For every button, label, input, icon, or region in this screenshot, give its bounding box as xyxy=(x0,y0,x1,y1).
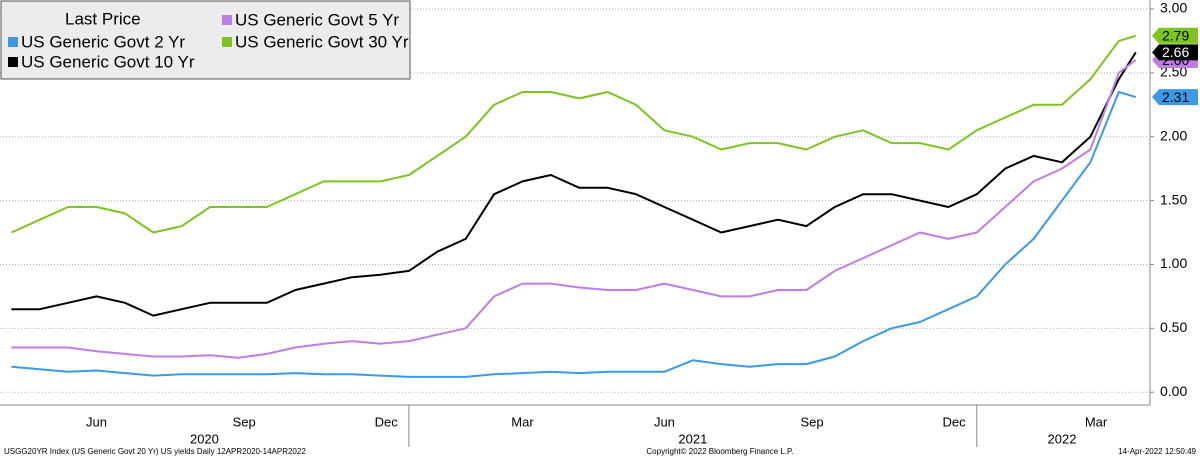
y-tick-label: 1.50 xyxy=(1160,191,1187,207)
x-tick-label: Mar xyxy=(1085,414,1108,429)
x-tick-label: Sep xyxy=(233,414,256,429)
series-line xyxy=(11,91,1137,378)
x-year-label: 2020 xyxy=(190,431,219,446)
series-line xyxy=(10,34,1137,234)
value-tag xyxy=(1152,89,1198,106)
legend-label: US Generic Govt 30 Yr xyxy=(235,32,409,51)
legend-label: US Generic Govt 2 Yr xyxy=(21,32,185,51)
value-tag xyxy=(1152,27,1198,44)
legend-label: US Generic Govt 5 Yr xyxy=(235,10,399,29)
x-tick-label: Mar xyxy=(511,414,534,429)
x-tick-label: Sep xyxy=(801,414,824,429)
footer-center: Copyright© 2022 Bloomberg Finance L.P. xyxy=(646,447,793,456)
footer-left: USGG20YR Index (US Generic Govt 20 Yr) U… xyxy=(4,447,306,456)
y-tick-label: 0.50 xyxy=(1160,319,1187,335)
footer-right: 14-Apr-2022 12:50:49 xyxy=(1118,447,1196,456)
legend-box xyxy=(0,0,411,80)
series-line xyxy=(11,51,1137,317)
legend-swatch xyxy=(222,37,232,47)
y-tick-label: 3.00 xyxy=(1160,0,1187,16)
value-label: 2.79 xyxy=(1162,27,1189,43)
legend-title: Last Price xyxy=(65,9,141,28)
x-tick-label: Dec xyxy=(943,414,967,429)
value-label: 2.66 xyxy=(1162,44,1189,60)
value-tag xyxy=(1152,44,1198,61)
legend-swatch xyxy=(222,15,232,25)
legend-label: US Generic Govt 10 Yr xyxy=(21,52,195,71)
value-label: 2.31 xyxy=(1162,89,1189,105)
x-year-label: 2022 xyxy=(1048,431,1077,446)
y-tick-label: 1.00 xyxy=(1160,255,1187,271)
legend-swatch xyxy=(8,37,18,47)
series-line xyxy=(11,59,1137,359)
y-tick-label: 2.00 xyxy=(1160,127,1187,143)
legend-swatch xyxy=(8,57,18,67)
x-year-label: 2021 xyxy=(678,431,707,446)
x-tick-label: Jun xyxy=(86,414,107,429)
y-tick-label: 0.00 xyxy=(1160,383,1187,399)
x-tick-label: Jun xyxy=(654,414,675,429)
x-tick-label: Dec xyxy=(375,414,399,429)
